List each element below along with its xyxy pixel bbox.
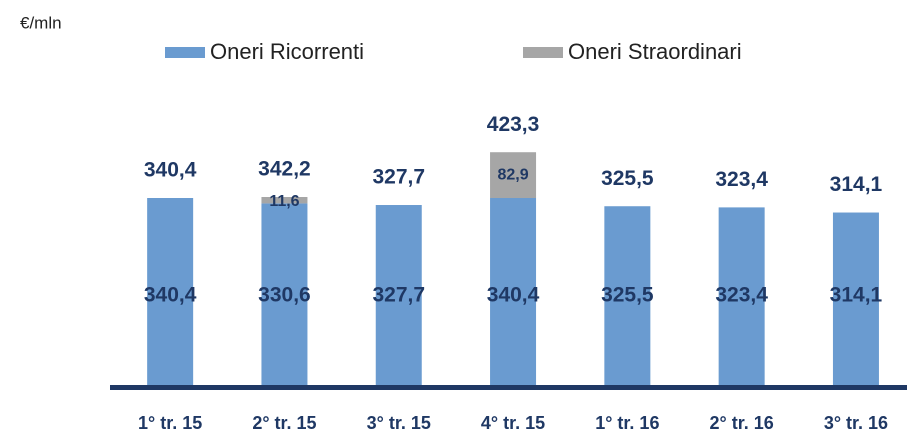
value-label: 323,4 <box>715 284 768 307</box>
total-label: 314,1 <box>830 173 883 196</box>
bar-segment <box>261 197 308 204</box>
total-label: 327,7 <box>372 166 425 189</box>
total-label: 340,4 <box>144 159 197 182</box>
x-tick-label: 1° tr. 16 <box>595 413 659 433</box>
value-label: 314,1 <box>830 284 883 307</box>
total-label: 423,3 <box>487 113 540 136</box>
x-tick-label: 2° tr. 16 <box>710 413 774 433</box>
x-tick-label: 3° tr. 15 <box>367 413 431 433</box>
value-label: 82,9 <box>497 166 528 183</box>
total-label: 325,5 <box>601 167 654 190</box>
baseline <box>110 385 907 390</box>
bar-segment <box>604 206 651 386</box>
legend-swatch <box>165 47 205 58</box>
total-label: 342,2 <box>258 158 311 181</box>
x-tick-label: 3° tr. 16 <box>824 413 888 433</box>
value-label: 11,6 <box>269 193 299 210</box>
legend-label: Oneri Straordinari <box>568 39 742 64</box>
bar-segment <box>490 152 537 198</box>
x-tick-label: 4° tr. 15 <box>481 413 545 433</box>
bar-segment <box>718 207 765 386</box>
bar-segment <box>261 203 308 386</box>
value-label: 330,6 <box>258 284 311 307</box>
bar-segment <box>490 198 537 386</box>
legend-label: Oneri Ricorrenti <box>210 39 364 64</box>
bar-segment <box>832 212 879 386</box>
value-label: 340,4 <box>487 284 540 307</box>
value-label: 327,7 <box>372 284 425 307</box>
bar-segment <box>147 198 194 386</box>
unit-label: €/mln <box>20 13 62 32</box>
value-label: 340,4 <box>144 284 197 307</box>
total-label: 323,4 <box>715 168 768 191</box>
x-tick-label: 2° tr. 15 <box>252 413 316 433</box>
value-label: 325,5 <box>601 284 654 307</box>
bar-segment <box>375 205 422 386</box>
legend-swatch <box>523 47 563 58</box>
x-tick-label: 1° tr. 15 <box>138 413 202 433</box>
